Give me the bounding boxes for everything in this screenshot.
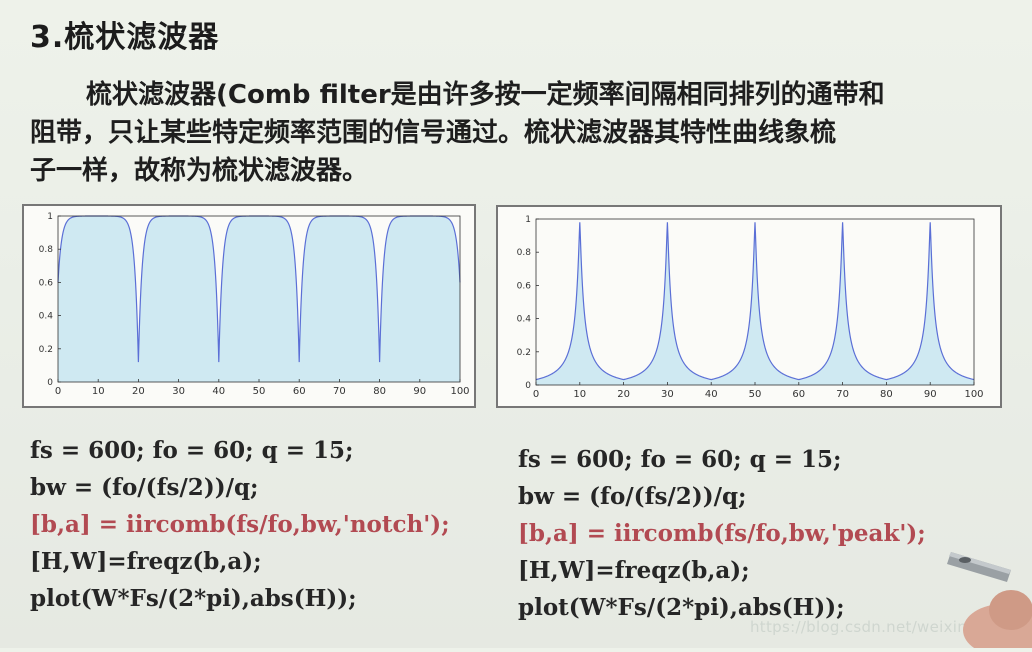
- code-line-highlight: [b,a] = iircomb(fs/fo,bw,'notch');: [30, 511, 450, 538]
- y-tick-label: 0: [47, 378, 53, 388]
- y-tick-label: 0.4: [39, 312, 54, 322]
- x-tick-label: 80: [373, 386, 386, 397]
- x-tick-label: 40: [705, 389, 718, 400]
- x-tick-label: 10: [573, 389, 586, 400]
- x-tick-label: 50: [253, 386, 266, 397]
- code-line: plot(W*Fs/(2*pi),abs(H));: [30, 585, 357, 612]
- x-tick-label: 90: [924, 389, 937, 400]
- y-tick-label: 0.6: [39, 278, 54, 288]
- x-tick-label: 60: [792, 389, 805, 400]
- description-paragraph: 梳状滤波器(Comb filter是由许多按一定频率间隔相同排列的通带和 阻带，…: [30, 76, 1005, 190]
- code-block-peak: fs = 600; fo = 60; q = 15; bw = (fo/(fs/…: [518, 441, 926, 626]
- x-tick-label: 100: [450, 386, 469, 397]
- x-tick-label: 80: [880, 389, 893, 400]
- x-tick-label: 10: [92, 386, 105, 397]
- y-tick-label: 0.8: [517, 248, 532, 258]
- x-tick-label: 70: [836, 389, 849, 400]
- curve-fill: [536, 222, 974, 385]
- x-tick-label: 40: [212, 386, 225, 397]
- code-line: fs = 600; fo = 60; q = 15;: [518, 446, 842, 473]
- notch-chart: 0 10 20 30 40 50 60 70 80 90 100 0 0.2 0.4 0.6 0.8 1: [39, 212, 470, 397]
- y-tick-label: 0.2: [39, 345, 53, 355]
- x-tick-label: 90: [413, 386, 426, 397]
- paragraph-line: 梳状滤波器(Comb filter是由许多按一定频率间隔相同排列的通带和: [86, 80, 885, 110]
- y-tick-label: 0.4: [517, 315, 532, 325]
- x-tick-label: 30: [172, 386, 185, 397]
- curve-fill: [58, 216, 460, 382]
- presenter-remote-icon: [945, 540, 1032, 652]
- code-line: plot(W*Fs/(2*pi),abs(H));: [518, 594, 845, 621]
- code-line: fs = 600; fo = 60; q = 15;: [30, 437, 354, 464]
- x-tick-label: 20: [617, 389, 630, 400]
- x-tick-label: 0: [55, 386, 61, 397]
- response-curve: [535, 222, 975, 381]
- x-tick-label: 30: [661, 389, 674, 400]
- y-tick-label: 0: [525, 381, 531, 391]
- x-tick-label: 70: [333, 386, 346, 397]
- x-tick-label: 0: [533, 389, 539, 400]
- y-tick-label: 1: [525, 215, 531, 225]
- code-block-notch: fs = 600; fo = 60; q = 15; bw = (fo/(fs/…: [30, 432, 450, 617]
- paragraph-line: 子一样，故称为梳状滤波器。: [30, 156, 369, 186]
- x-tick-label: 60: [293, 386, 306, 397]
- code-line: [H,W]=freqz(b,a);: [518, 557, 750, 584]
- code-line: [H,W]=freqz(b,a);: [30, 548, 262, 575]
- slide-title: 3.梳状滤波器: [30, 20, 220, 55]
- watermark: https://blog.csdn.net/weixin_42853410: [750, 618, 1032, 636]
- y-tick-label: 0.8: [39, 245, 54, 255]
- x-tick-label: 50: [749, 389, 762, 400]
- y-tick-label: 0.6: [517, 281, 532, 291]
- code-line: bw = (fo/(fs/2))/q;: [518, 483, 747, 510]
- code-line: bw = (fo/(fs/2))/q;: [30, 474, 259, 501]
- code-line-highlight: [b,a] = iircomb(fs/fo,bw,'peak');: [518, 520, 926, 547]
- paragraph-line: 阻带，只让某些特定频率范围的信号通过。梳状滤波器其特性曲线象梳: [30, 118, 837, 148]
- x-tick-label: 20: [132, 386, 145, 397]
- x-tick-label: 100: [964, 389, 983, 400]
- peak-chart-frame: 0 10 20 30 40 50 60 70 80 90 100 0 0.2 0.4 0.6 0.8 1: [496, 205, 1002, 408]
- y-tick-label: 1: [47, 212, 53, 222]
- notch-chart-frame: 0 10 20 30 40 50 60 70 80 90 100 0 0.2 0.4 0.6 0.8 1: [22, 204, 476, 408]
- y-tick-label: 0.2: [517, 348, 531, 358]
- peak-chart: 0 10 20 30 40 50 60 70 80 90 100 0 0.2 0.4 0.6 0.8 1: [517, 215, 984, 400]
